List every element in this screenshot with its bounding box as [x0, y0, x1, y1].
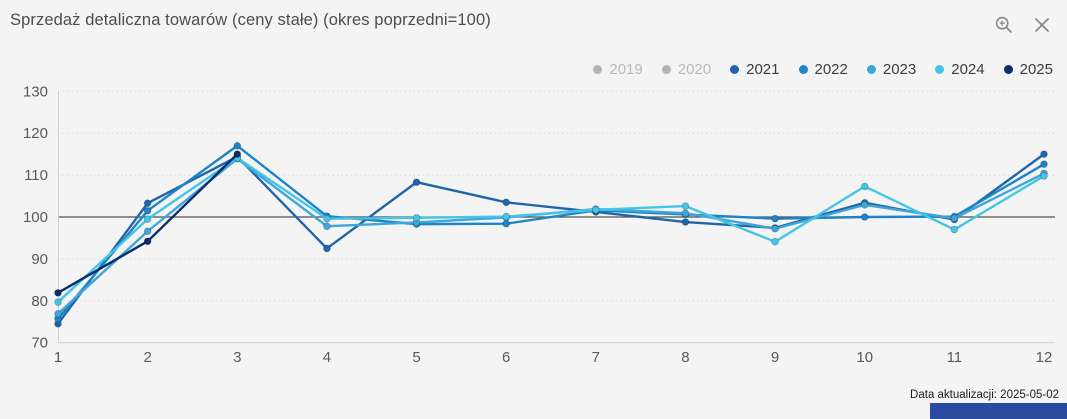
- data-point[interactable]: [681, 209, 690, 218]
- data-point[interactable]: [54, 298, 62, 306]
- x-tick-label: 9: [771, 349, 779, 366]
- series-2025: [54, 150, 242, 297]
- legend-item-2022[interactable]: 2022: [798, 61, 848, 78]
- data-point[interactable]: [502, 198, 510, 207]
- data-point[interactable]: [323, 222, 331, 231]
- series-line: [56, 152, 1046, 326]
- chart-title: Sprzedaż detaliczna towarów (ceny stałe)…: [10, 11, 491, 29]
- data-point[interactable]: [143, 237, 152, 246]
- y-tick-label: 130: [23, 83, 48, 100]
- legend-label: 2019: [609, 61, 643, 78]
- legend-item-2019[interactable]: 2019: [593, 61, 643, 78]
- data-point[interactable]: [233, 141, 242, 150]
- legend-marker-icon: [935, 65, 945, 74]
- x-tick-label: 3: [233, 349, 241, 366]
- data-point[interactable]: [502, 219, 510, 228]
- legend-label: 2020: [677, 61, 712, 78]
- data-point[interactable]: [1040, 172, 1048, 180]
- data-point[interactable]: [323, 214, 331, 223]
- legend-marker-icon: [798, 65, 808, 74]
- x-tick-label: 7: [592, 349, 600, 366]
- legend: 2019 2020 2021 2022 2023 2024 2025: [593, 61, 1053, 78]
- legend-label: 2024: [951, 61, 985, 78]
- data-point[interactable]: [54, 289, 62, 297]
- data-point[interactable]: [860, 213, 869, 221]
- legend-item-2024[interactable]: 2024: [935, 61, 985, 78]
- data-point[interactable]: [54, 309, 62, 318]
- data-point[interactable]: [950, 214, 959, 223]
- legend-label: 2021: [746, 61, 780, 78]
- y-tick-label: 100: [23, 209, 48, 226]
- x-tick-label: 4: [323, 349, 331, 366]
- x-tick-label: 8: [681, 349, 689, 366]
- x-tick-label: 12: [1036, 349, 1053, 366]
- x-tick-label: 5: [412, 349, 420, 366]
- data-point[interactable]: [681, 218, 690, 226]
- data-update-badge: Data aktualizacji: 2025-05-02: [907, 388, 1062, 402]
- series-line: [56, 156, 1046, 304]
- data-point[interactable]: [860, 201, 869, 209]
- x-tick-label: 6: [502, 349, 510, 366]
- legend-marker-icon: [866, 65, 876, 74]
- data-point[interactable]: [1040, 150, 1048, 158]
- data-point[interactable]: [950, 225, 959, 234]
- data-point[interactable]: [323, 244, 331, 253]
- series-2021: [54, 150, 1048, 328]
- legend-label: 2022: [814, 61, 848, 78]
- y-tick-label: 70: [31, 335, 48, 352]
- y-tick-label: 120: [23, 125, 48, 142]
- legend-marker-icon: [1003, 65, 1013, 74]
- series-line: [56, 144, 1046, 321]
- data-point[interactable]: [771, 214, 779, 223]
- legend-marker-icon: [730, 65, 740, 74]
- data-point[interactable]: [143, 227, 152, 236]
- data-point[interactable]: [502, 212, 510, 221]
- series-2024: [54, 154, 1048, 306]
- data-point[interactable]: [771, 237, 779, 246]
- data-point[interactable]: [1040, 160, 1048, 169]
- data-point[interactable]: [143, 199, 152, 207]
- zoom-in-icon[interactable]: [993, 14, 1015, 36]
- close-icon[interactable]: [1031, 14, 1053, 36]
- legend-marker-icon: [661, 65, 671, 74]
- x-tick-label: 10: [856, 349, 873, 366]
- y-tick-label: 80: [31, 293, 48, 310]
- data-point[interactable]: [592, 206, 600, 214]
- header-toolbar: [993, 14, 1053, 36]
- legend-label: 2025: [1019, 61, 1053, 78]
- legend-label: 2023: [882, 61, 917, 78]
- data-point[interactable]: [412, 214, 421, 222]
- legend-item-2023[interactable]: 2023: [866, 61, 917, 78]
- data-point[interactable]: [860, 182, 869, 191]
- legend-marker-icon: [593, 65, 603, 74]
- data-point[interactable]: [143, 215, 152, 223]
- x-tick-label: 2: [143, 349, 151, 366]
- series-line: [56, 157, 1046, 315]
- y-tick-label: 90: [31, 251, 48, 268]
- data-point[interactable]: [771, 224, 779, 233]
- legend-item-2021[interactable]: 2021: [730, 61, 780, 78]
- data-point[interactable]: [233, 150, 242, 158]
- series-2022: [54, 141, 1048, 323]
- x-tick-label: 1: [54, 349, 62, 366]
- data-point[interactable]: [412, 178, 421, 187]
- x-tick-label: 11: [947, 349, 963, 366]
- data-point[interactable]: [143, 206, 152, 215]
- data-point[interactable]: [681, 202, 690, 210]
- y-tick-label: 110: [24, 167, 48, 184]
- legend-item-2025[interactable]: 2025: [1003, 61, 1053, 78]
- legend-item-2020[interactable]: 2020: [661, 61, 712, 78]
- bottom-accent-bar: [930, 403, 1067, 419]
